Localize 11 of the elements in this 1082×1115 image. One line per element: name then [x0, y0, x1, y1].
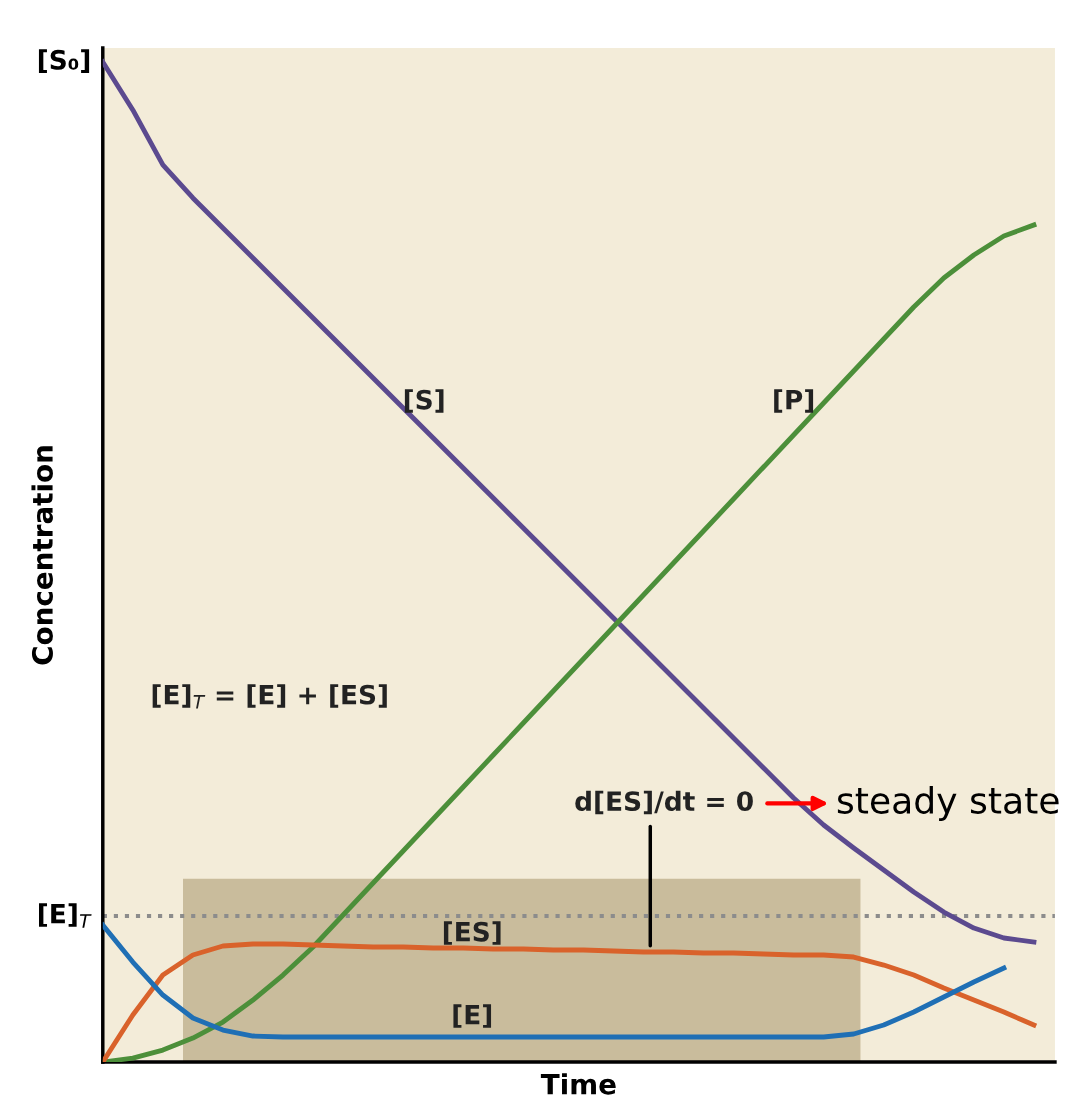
series-label: [S] [404, 389, 444, 413]
text: [S₀] [38, 49, 90, 73]
y-axis-title: Concentration [31, 446, 53, 665]
annotation: d[ES]/dt = 0 [575, 790, 753, 815]
x-axis-title: Time [540, 1073, 616, 1095]
series-label: [ES] [443, 921, 501, 945]
series-label: [P] [774, 389, 814, 413]
series-label: [E] [453, 1004, 492, 1028]
annotation: steady state [837, 785, 1059, 821]
annotation: [E]$_{T}$ = [E] + [ES] [152, 684, 387, 709]
ref-line-label: [E]$_{T}$ [39, 903, 92, 928]
